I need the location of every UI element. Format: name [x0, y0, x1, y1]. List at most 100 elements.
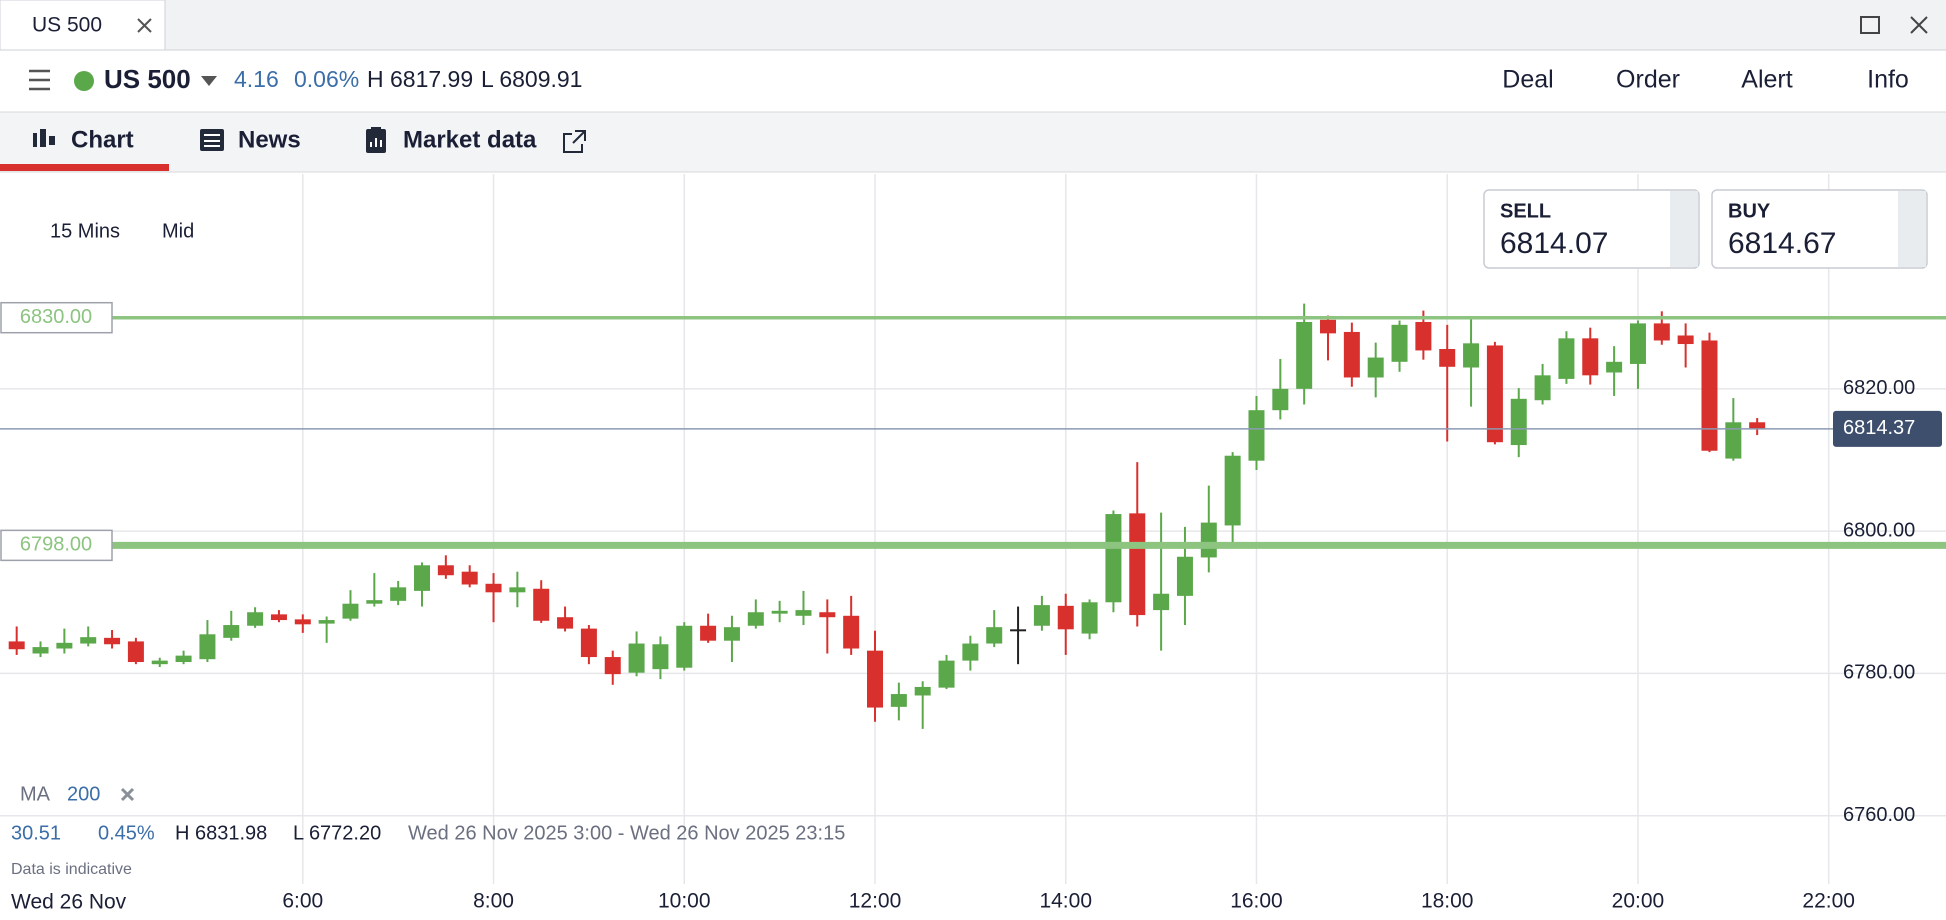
candle-body — [723, 627, 740, 641]
tab-bar — [0, 112, 1946, 172]
x-tick-label: 14:00 — [1039, 890, 1092, 913]
candle-body — [1296, 321, 1313, 389]
candle-body — [1701, 340, 1718, 451]
candle-body — [56, 642, 73, 649]
news-icon — [200, 129, 224, 151]
market-data-icon — [366, 127, 386, 153]
day-high: H 6817.99 — [367, 66, 473, 92]
price-type-button[interactable]: Mid — [162, 220, 194, 242]
x-tick-label: 16:00 — [1230, 890, 1283, 913]
buy-box[interactable]: BUY 6814.67 — [1711, 189, 1928, 269]
candle-body — [986, 627, 1003, 644]
x-tick-label: 18:00 — [1421, 890, 1474, 913]
deal-button[interactable]: Deal — [1502, 66, 1553, 94]
active-tab-indicator — [0, 164, 169, 171]
x-tick-label: 20:00 — [1612, 890, 1665, 913]
candle-body — [1105, 514, 1122, 603]
candle-body — [1510, 398, 1527, 446]
candle-body — [151, 660, 168, 665]
data-note: Data is indicative — [11, 861, 132, 878]
candle-body — [1486, 345, 1503, 443]
tab-close[interactable] — [137, 18, 152, 33]
candle-body — [938, 660, 955, 688]
candle-body — [1725, 422, 1742, 459]
instrument-name[interactable]: US 500 — [104, 64, 191, 94]
candle-body — [700, 625, 717, 641]
candle-body — [127, 641, 144, 663]
y-tick-label: 6820.00 — [1843, 377, 1915, 399]
candle-body — [604, 657, 621, 675]
range-change: 30.51 — [11, 822, 61, 844]
date-label: Wed 26 Nov — [11, 891, 127, 914]
candle-body — [962, 643, 979, 661]
x-tick-label: 22:00 — [1802, 890, 1855, 913]
candle-body — [1463, 343, 1480, 368]
level-label-box — [0, 301, 113, 334]
candle-body — [1415, 321, 1432, 351]
candle-body — [1558, 338, 1575, 379]
candle-body — [1582, 338, 1599, 376]
candle-body — [1010, 629, 1027, 632]
candle-body — [1081, 602, 1098, 634]
candle-body — [318, 620, 335, 624]
maximize-button[interactable] — [1860, 16, 1880, 34]
candle-body — [557, 617, 574, 629]
candle-body — [747, 612, 764, 626]
sell-label: SELL — [1500, 200, 1551, 222]
sell-box[interactable]: SELL 6814.07 — [1483, 189, 1700, 269]
y-tick-label: 6760.00 — [1843, 804, 1915, 826]
window-tab[interactable] — [0, 0, 166, 51]
candle-body — [175, 655, 192, 663]
candle-body — [580, 628, 597, 658]
candle-body — [1439, 349, 1456, 367]
interval-button[interactable]: 15 Mins — [50, 220, 120, 242]
candle-body — [1367, 357, 1384, 378]
candle-body — [1534, 375, 1551, 401]
chart-icon — [33, 129, 55, 147]
candle-body — [1057, 605, 1074, 630]
candle-body — [1320, 319, 1337, 334]
candle-body — [390, 587, 407, 601]
x-tick-label: 6:00 — [282, 890, 323, 913]
candle-body — [104, 637, 121, 645]
level-label: 6830.00 — [20, 306, 92, 328]
remove-indicator[interactable] — [120, 787, 135, 802]
candle-body — [533, 588, 550, 621]
instrument-dropdown[interactable] — [201, 76, 217, 86]
x-tick-label: 12:00 — [849, 890, 902, 913]
candle-body — [1224, 455, 1241, 526]
news-tab[interactable]: News — [238, 126, 301, 153]
candle-body — [843, 615, 860, 649]
candle-body — [342, 603, 359, 619]
y-tick-label: 6780.00 — [1843, 662, 1915, 684]
change-pct: 0.06% — [294, 66, 359, 92]
candle-body — [1153, 593, 1170, 611]
candle-body — [485, 583, 502, 593]
order-button[interactable]: Order — [1616, 66, 1680, 94]
status-dot — [74, 71, 94, 91]
candle-body — [676, 625, 693, 668]
candle-body — [914, 686, 931, 696]
close-button[interactable] — [1910, 16, 1928, 34]
info-button[interactable]: Info — [1867, 66, 1909, 94]
external-link-icon[interactable] — [563, 130, 586, 153]
candle-body — [223, 625, 240, 638]
candle-body — [1176, 556, 1193, 596]
level-label: 6798.00 — [20, 534, 92, 556]
candle-body — [795, 610, 812, 616]
market-data-tab[interactable]: Market data — [403, 126, 537, 153]
date-panel — [0, 886, 200, 920]
candle-body — [628, 643, 645, 673]
window-tab-title: US 500 — [32, 14, 102, 37]
menu-button[interactable] — [29, 69, 50, 91]
candle-body — [1343, 331, 1360, 378]
candle-body — [1272, 388, 1289, 411]
candle-body — [80, 637, 97, 644]
alert-button[interactable]: Alert — [1741, 66, 1792, 94]
change: 4.16 — [234, 66, 279, 92]
interval-panel — [36, 214, 216, 250]
chart-tab[interactable]: Chart — [71, 126, 134, 153]
day-low: L 6809.91 — [481, 66, 582, 92]
candle-body — [1248, 410, 1265, 461]
